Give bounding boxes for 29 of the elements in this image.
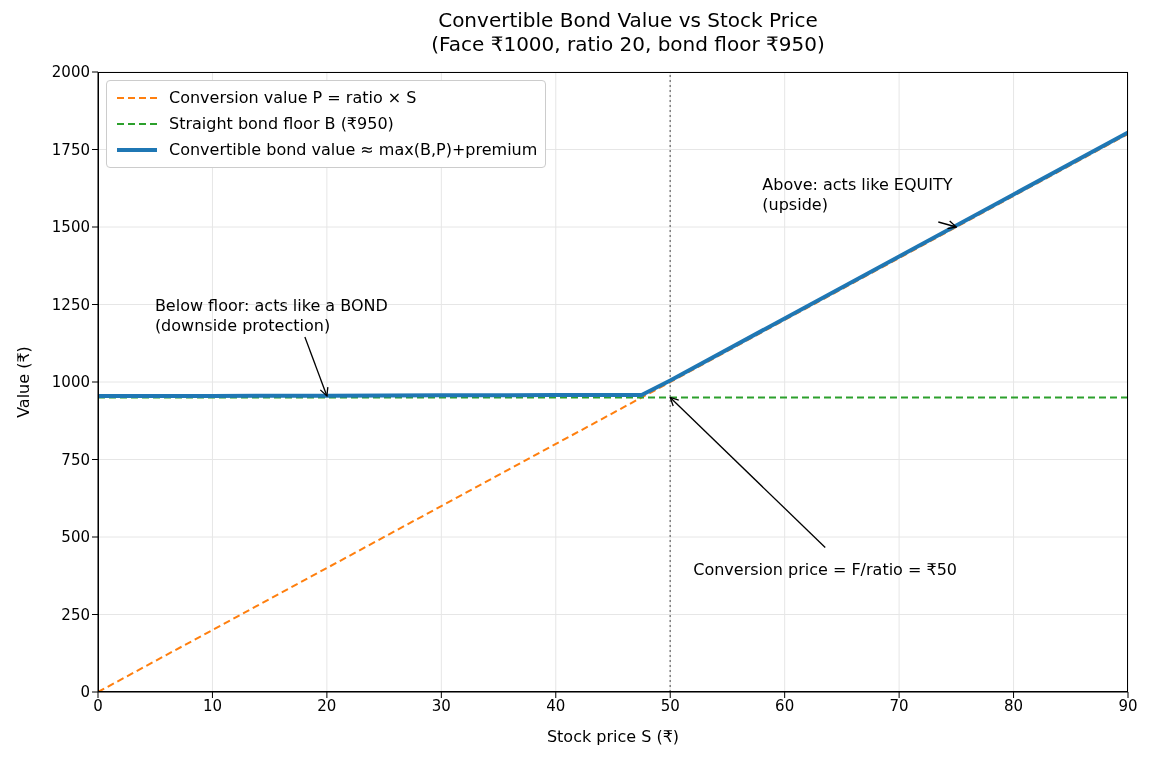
legend-label: Straight bond floor B (₹950)	[169, 113, 394, 135]
x-tick-label: 60	[775, 696, 795, 715]
y-tick-label: 750	[61, 450, 90, 469]
x-tick-label: 40	[546, 696, 566, 715]
x-tick-label: 80	[1004, 696, 1024, 715]
y-tick-label: 2000	[51, 63, 90, 82]
legend-label: Convertible bond value ≈ max(B,P)+premium	[169, 139, 538, 161]
annotation: Above: acts like EQUITY (upside)	[762, 175, 953, 215]
annotation: Below floor: acts like a BOND (downside protection)	[154, 295, 388, 336]
x-tick-label: 0	[93, 696, 103, 715]
y-tick-label: 1750	[51, 140, 90, 159]
x-axis-title: Stock price S (₹)	[546, 727, 680, 746]
x-tick-label: 30	[431, 696, 451, 715]
line-series	[98, 130, 1128, 398]
y-tick-label: 0	[80, 683, 90, 702]
x-tick-label: 90	[1118, 696, 1138, 715]
annotation: Conversion price = F/ratio = ₹50	[693, 559, 958, 580]
x-tick-label: 50	[660, 696, 680, 715]
x-tick-label: 10	[202, 696, 222, 715]
y-tick-label: 1500	[51, 218, 90, 237]
x-tick-label: 20	[317, 696, 337, 715]
y-tick-label: 250	[61, 605, 90, 624]
y-tick-label: 1000	[51, 373, 90, 392]
chart-title: Convertible Bond Value vs Stock Price (Face ₹1000, ratio 20, bond floor ₹950)	[430, 8, 826, 56]
y-tick-label: 1250	[51, 295, 90, 314]
legend-label: Conversion value P = ratio × S	[169, 87, 417, 109]
y-tick-label: 500	[61, 528, 90, 547]
x-tick-label: 70	[889, 696, 909, 715]
y-axis-title: Value (₹)	[13, 346, 33, 418]
